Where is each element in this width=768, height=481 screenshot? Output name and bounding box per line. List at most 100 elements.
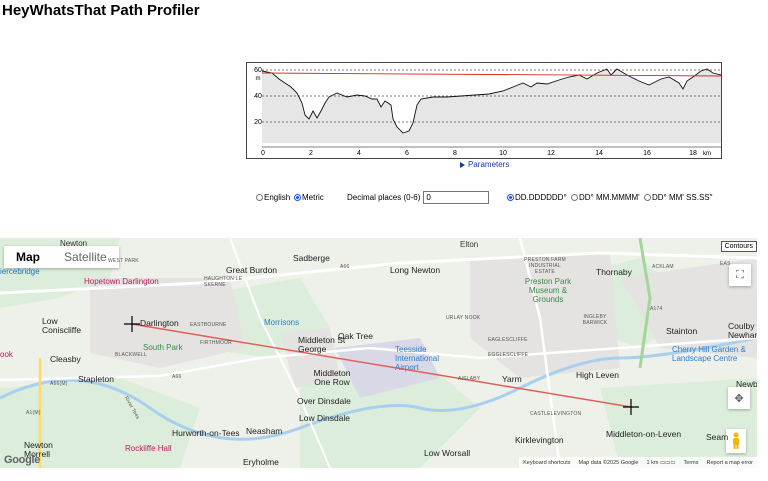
place-label: Long Newton xyxy=(390,265,441,275)
place-label: EGGLESCLIFFE xyxy=(488,352,529,358)
place-label: HAUGHTON LE SKERNE xyxy=(204,276,243,288)
contours-button[interactable]: Contours xyxy=(720,241,757,252)
poi-label: Teesside International Airport xyxy=(395,345,440,372)
x-tick: 10 xyxy=(499,150,507,157)
place-label: Neasham xyxy=(246,426,283,436)
place-label: Middleton-on-Leven xyxy=(606,429,682,439)
terrain-area xyxy=(262,69,721,143)
page-title: HeyWhatsThat Path Profiler xyxy=(2,2,200,19)
place-label: Sadberge xyxy=(293,253,330,263)
place-label: Hurworth-on-Tees xyxy=(172,428,240,438)
place-label: AISLABY xyxy=(458,376,481,382)
coord-format-2-radio[interactable] xyxy=(571,194,578,201)
camera-move-icon: ✥ xyxy=(734,392,744,405)
place-label: EAGLESCLIFFE xyxy=(488,337,528,343)
coord-format-3[interactable]: DD° MM' SS.SS" xyxy=(644,193,712,202)
line-of-sight xyxy=(261,72,721,77)
place-label: INGLEBY BARWICK xyxy=(582,314,608,326)
place-label: Seam xyxy=(706,432,729,442)
place-label: FIRTHMOOR xyxy=(200,340,232,346)
fullscreen-icon: ⛶ xyxy=(736,268,744,281)
x-tick: 18 xyxy=(689,150,697,157)
terrain-line xyxy=(261,68,721,134)
road-label: A66 xyxy=(340,264,350,270)
map-base xyxy=(0,238,757,468)
poi-label: Cherry Hill Garden & Landscape Centre xyxy=(672,345,746,363)
y-tick-0: 0 xyxy=(261,150,265,157)
place-label: Eryholme xyxy=(243,457,279,467)
x-tick: 2 xyxy=(309,150,313,157)
metric-label: Metric xyxy=(302,193,324,202)
coord-format-3-radio[interactable] xyxy=(644,194,651,201)
map-type-map-button[interactable]: Map xyxy=(16,250,40,264)
x-tick: 4 xyxy=(357,150,361,157)
profile-svg: 60 m 40 20 0 2 4 6 8 10 12 14 16 18 km xyxy=(247,67,721,158)
street-view-pegman[interactable] xyxy=(726,429,746,453)
place-label: Great Burdon xyxy=(226,265,278,275)
x-unit: km xyxy=(703,151,711,157)
place-label: PRESTON FARM INDUSTRIAL ESTATE xyxy=(524,257,566,275)
metric-radio[interactable] xyxy=(294,194,301,201)
coord-format-1-radio[interactable] xyxy=(507,194,514,201)
map-type-control: Map Satellite xyxy=(4,246,119,268)
decimal-places-field: Decimal places (0-6) xyxy=(347,191,490,204)
place-label: Newton xyxy=(60,239,88,248)
road-label: A66 xyxy=(172,374,182,380)
place-label: ACKLAM xyxy=(652,264,674,270)
place-label: Yarm xyxy=(502,374,522,384)
english-radio[interactable] xyxy=(256,194,263,201)
y-tick-60: 60 xyxy=(254,67,262,74)
place-label: Darlington xyxy=(140,318,179,328)
place-label: Low Worsall xyxy=(424,448,471,458)
map-view[interactable]: Map Satellite Contours ⛶ ✥ Newton ierceb… xyxy=(0,238,757,468)
map-data-text: Map data ©2025 Google xyxy=(578,459,639,466)
decimal-label: Decimal places (0-6) xyxy=(347,193,421,202)
place-label: Low Coniscliffe xyxy=(42,316,82,335)
google-logo: Google xyxy=(4,454,41,466)
x-tick: 16 xyxy=(643,150,651,157)
x-tick: 14 xyxy=(595,150,603,157)
place-label: BLACKWELL xyxy=(115,352,147,358)
place-label: Low Dinsdale xyxy=(299,413,351,423)
keyboard-shortcuts-link[interactable]: Keyboard shortcuts xyxy=(523,459,571,466)
place-label: EAS xyxy=(720,261,731,267)
scale-bar[interactable]: 1 km ▭▭▭ xyxy=(646,459,676,466)
y-unit: m xyxy=(256,76,261,82)
coord-format-2-label: DD° MM.MMMM' xyxy=(579,193,640,202)
unit-metric-option[interactable]: Metric xyxy=(294,193,324,202)
unit-english-option[interactable]: English xyxy=(256,193,290,202)
parameters-toggle[interactable]: Parameters xyxy=(460,160,509,169)
report-error-link[interactable]: Report a map error xyxy=(706,459,753,466)
place-label: Newton Morrell xyxy=(24,440,53,459)
expand-triangle-icon xyxy=(460,161,465,168)
place-label: URLAY NOOK xyxy=(446,315,481,321)
place-label: Over Dinsdale xyxy=(297,396,351,406)
elevation-profile-chart[interactable]: 60 m 40 20 0 2 4 6 8 10 12 14 16 18 km xyxy=(246,62,722,159)
fullscreen-button[interactable]: ⛶ xyxy=(729,264,751,286)
parameters-label: Parameters xyxy=(468,160,510,169)
place-label: Elton xyxy=(460,240,479,249)
place-label: Newb xyxy=(736,379,757,389)
road-label: A66(M) xyxy=(50,381,68,387)
terms-link[interactable]: Terms xyxy=(683,459,699,466)
camera-control-button[interactable]: ✥ xyxy=(728,387,750,409)
place-label: Thornaby xyxy=(596,267,632,277)
decimal-places-input[interactable] xyxy=(423,191,490,204)
x-tick: 8 xyxy=(453,150,457,157)
start-marker xyxy=(124,316,140,332)
end-marker xyxy=(623,399,639,415)
pegman-icon xyxy=(733,432,739,449)
place-label: iercebridge xyxy=(0,267,40,276)
x-tick: 12 xyxy=(547,150,555,157)
coord-format-2[interactable]: DD° MM.MMMM' xyxy=(571,193,640,202)
place-label: South Park xyxy=(143,343,183,352)
coord-format-1[interactable]: DD.DDDDDD° xyxy=(507,193,567,202)
place-label: Cleasby xyxy=(50,354,81,364)
poi-label: Morrisons xyxy=(264,318,300,327)
x-tick: 6 xyxy=(405,150,409,157)
place-label: Coulby Newhan xyxy=(728,321,757,340)
poi-label: Preston Park Museum & Grounds xyxy=(524,277,572,304)
poi-label: Rockliffe Hall xyxy=(125,444,172,453)
map-type-satellite-button[interactable]: Satellite xyxy=(64,250,107,264)
place-label: Middleton One Row xyxy=(313,368,351,387)
